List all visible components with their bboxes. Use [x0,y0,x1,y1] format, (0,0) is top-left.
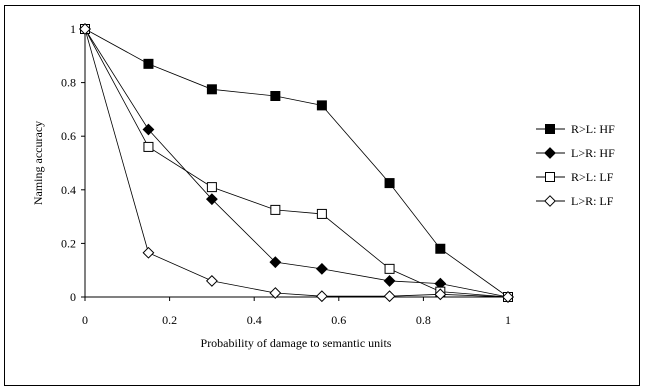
x-tick-label: 0.8 [416,313,431,327]
y-tick-label: 0.2 [61,236,76,250]
x-tick-label: 0.4 [247,313,262,327]
data-point-r-l-hf [317,101,326,110]
legend-item-l-r-hf: L>R: HF [536,146,615,160]
data-point-r-l-lf [271,205,280,214]
x-axis-label: Probability of damage to semantic units [201,336,392,350]
legend-item-l-r-lf: L>R: LF [536,194,614,208]
data-point-r-l-hf [436,244,445,253]
legend-marker [545,196,555,206]
legend-item-r-l-hf: R>L: HF [536,122,615,136]
data-point-r-l-lf [317,209,326,218]
legend: R>L: HF L>R: HF R>L: LF L>R: LF [536,122,615,208]
x-tick-label: 1 [505,313,511,327]
data-point-l-r-lf [384,291,394,301]
legend-marker [546,125,555,134]
legend-label: L>R: LF [571,194,614,208]
data-point-l-r-hf [384,276,394,286]
data-point-l-r-hf [317,264,327,274]
data-point-r-l-lf [207,183,216,192]
x-tick-label: 0 [82,313,88,327]
y-axis-label: Naming accuracy [31,121,45,205]
y-tick-label: 0.6 [61,129,76,143]
legend-marker [546,173,555,182]
legend-label: R>L: HF [571,122,615,136]
data-point-l-r-lf [207,276,217,286]
legend-label: L>R: HF [571,146,615,160]
y-tick-label: 0 [70,290,76,304]
data-point-r-l-hf [385,179,394,188]
data-point-l-r-lf [143,248,153,258]
legend-item-r-l-lf: R>L: LF [536,170,614,184]
legend-label: R>L: LF [571,170,614,184]
y-tick-label: 1 [70,22,76,36]
x-tick-label: 0.2 [162,313,177,327]
series-r-l-hf [81,25,513,302]
y-tick-label: 0.8 [61,76,76,90]
x-tick-label: 0.6 [331,313,346,327]
data-point-r-l-hf [271,92,280,101]
y-tick-label: 0.4 [61,183,76,197]
legend-marker [545,148,555,158]
data-point-r-l-hf [207,85,216,94]
data-point-r-l-lf [144,142,153,151]
data-point-r-l-lf [385,264,394,273]
data-point-l-r-lf [317,291,327,301]
data-point-r-l-hf [144,59,153,68]
series-layer [80,24,513,302]
